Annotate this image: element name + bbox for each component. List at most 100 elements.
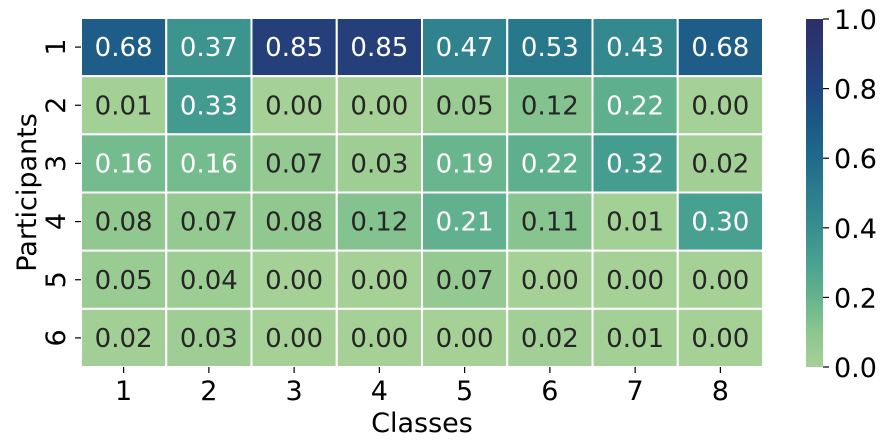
cell-value-label: 0.05 bbox=[436, 91, 494, 121]
heatmap-cell bbox=[506, 17, 594, 78]
heatmap-cell bbox=[165, 133, 253, 194]
cell-value-label: 0.00 bbox=[691, 324, 749, 354]
heatmap-cells bbox=[80, 17, 764, 369]
y-tick-label: 5 bbox=[41, 271, 72, 288]
cell-value-label: 0.19 bbox=[436, 149, 494, 179]
colorbar-axis: 0.0 0.2 0.4 0.6 0.8 1.0 bbox=[823, 5, 877, 384]
colorbar-tick-label: 0.2 bbox=[834, 283, 877, 314]
cell-value-label: 0.07 bbox=[436, 266, 494, 296]
y-tick-label: 1 bbox=[41, 38, 72, 55]
heatmap-cell bbox=[335, 133, 423, 194]
cell-value-label: 0.08 bbox=[265, 208, 323, 238]
heatmap-cell bbox=[591, 133, 679, 194]
cell-value-label: 0.43 bbox=[606, 33, 664, 63]
heatmap-cell bbox=[591, 307, 679, 369]
cell-value-label: 0.22 bbox=[606, 91, 664, 121]
heatmap-cell bbox=[676, 17, 764, 78]
cell-value-label: 0.47 bbox=[436, 33, 494, 63]
colorbar-tick-label: 0.4 bbox=[834, 214, 877, 245]
x-tick-label: 1 bbox=[115, 376, 132, 407]
cell-value-label: 0.08 bbox=[95, 208, 153, 238]
cell-value-label: 0.01 bbox=[95, 91, 153, 121]
heatmap-cell bbox=[506, 133, 594, 194]
cell-value-label: 0.33 bbox=[180, 91, 238, 121]
cell-value-label: 0.21 bbox=[436, 208, 494, 238]
y-tick-label: 6 bbox=[41, 329, 72, 346]
x-tick-label: 2 bbox=[200, 376, 217, 407]
x-tick-label: 8 bbox=[712, 376, 729, 407]
x-tick-label: 5 bbox=[456, 376, 473, 407]
cell-value-label: 0.07 bbox=[265, 149, 323, 179]
cell-value-label: 0.00 bbox=[521, 266, 579, 296]
heatmap-cell bbox=[676, 75, 764, 136]
heatmap-cell bbox=[506, 75, 594, 136]
y-tick-label: 2 bbox=[41, 97, 72, 114]
cell-value-label: 0.02 bbox=[95, 324, 153, 354]
x-tick-label: 3 bbox=[286, 376, 303, 407]
y-tick-label: 4 bbox=[41, 213, 72, 230]
cell-value-label: 0.30 bbox=[691, 208, 749, 238]
cell-value-label: 0.53 bbox=[521, 33, 579, 63]
heatmap-cell bbox=[506, 307, 594, 369]
cell-value-label: 0.07 bbox=[180, 208, 238, 238]
cell-value-label: 0.22 bbox=[521, 149, 579, 179]
cell-value-label: 0.04 bbox=[180, 266, 238, 296]
cell-value-label: 0.00 bbox=[436, 324, 494, 354]
cell-value-label: 0.12 bbox=[521, 91, 579, 121]
heatmap-cell bbox=[676, 133, 764, 194]
heatmap-cell bbox=[165, 307, 253, 369]
cell-value-label: 0.16 bbox=[95, 149, 153, 179]
cell-value-label: 0.68 bbox=[691, 33, 749, 63]
cell-value-label: 0.68 bbox=[95, 33, 153, 63]
cell-value-label: 0.37 bbox=[180, 33, 238, 63]
cell-value-label: 0.00 bbox=[691, 91, 749, 121]
x-tick-label: 6 bbox=[541, 376, 558, 407]
heatmap-cell bbox=[165, 75, 253, 136]
cell-value-label: 0.01 bbox=[606, 208, 664, 238]
cell-value-label: 0.05 bbox=[95, 266, 153, 296]
colorbar-tick-label: 1.0 bbox=[834, 5, 877, 36]
y-tick-label: 3 bbox=[41, 155, 72, 172]
x-tick-label: 7 bbox=[627, 376, 644, 407]
y-axis-title: Participants bbox=[12, 113, 43, 272]
cell-value-label: 0.32 bbox=[606, 149, 664, 179]
heatmap-cell bbox=[421, 191, 509, 252]
cell-value-label: 0.16 bbox=[180, 149, 238, 179]
cell-value-label: 0.85 bbox=[350, 33, 408, 63]
colorbar-tick-label: 0.0 bbox=[834, 353, 877, 384]
cell-value-label: 0.00 bbox=[350, 91, 408, 121]
heatmap-cell bbox=[591, 191, 679, 252]
cell-value-label: 0.00 bbox=[691, 266, 749, 296]
cell-value-label: 0.11 bbox=[521, 208, 579, 238]
heatmap-cell bbox=[250, 191, 338, 252]
heatmap-value-labels: 0.68 0.37 0.85 0.85 0.47 0.53 0.43 0.68 0.01 0.33… bbox=[95, 33, 750, 354]
cell-value-label: 0.03 bbox=[350, 149, 408, 179]
cell-value-label: 0.02 bbox=[691, 149, 749, 179]
heatmap-cell bbox=[250, 133, 338, 194]
cell-value-label: 0.00 bbox=[265, 91, 323, 121]
colorbar bbox=[806, 19, 823, 367]
heatmap-cell bbox=[335, 249, 423, 310]
cell-value-label: 0.02 bbox=[521, 324, 579, 354]
cell-value-label: 0.01 bbox=[606, 324, 664, 354]
x-tick-label: 4 bbox=[371, 376, 388, 407]
cell-value-label: 0.85 bbox=[265, 33, 323, 63]
x-axis-title: Classes bbox=[371, 408, 473, 439]
y-axis: 1 2 3 4 5 6 bbox=[41, 38, 81, 347]
heatmap-cell bbox=[421, 249, 509, 310]
x-axis: 1 2 3 4 5 6 7 8 bbox=[115, 367, 729, 407]
heatmap-cell bbox=[165, 17, 253, 78]
heatmap-cell bbox=[421, 307, 509, 369]
cell-value-label: 0.03 bbox=[180, 324, 238, 354]
cell-value-label: 0.00 bbox=[265, 266, 323, 296]
cell-value-label: 0.00 bbox=[350, 266, 408, 296]
heatmap-cell bbox=[421, 133, 509, 194]
cell-value-label: 0.12 bbox=[350, 208, 408, 238]
colorbar-tick-label: 0.6 bbox=[834, 144, 877, 175]
heatmap-cell bbox=[335, 75, 423, 136]
heatmap-cell bbox=[676, 307, 764, 369]
cell-value-label: 0.00 bbox=[606, 266, 664, 296]
cell-value-label: 0.00 bbox=[350, 324, 408, 354]
heatmap-cell bbox=[335, 191, 423, 252]
